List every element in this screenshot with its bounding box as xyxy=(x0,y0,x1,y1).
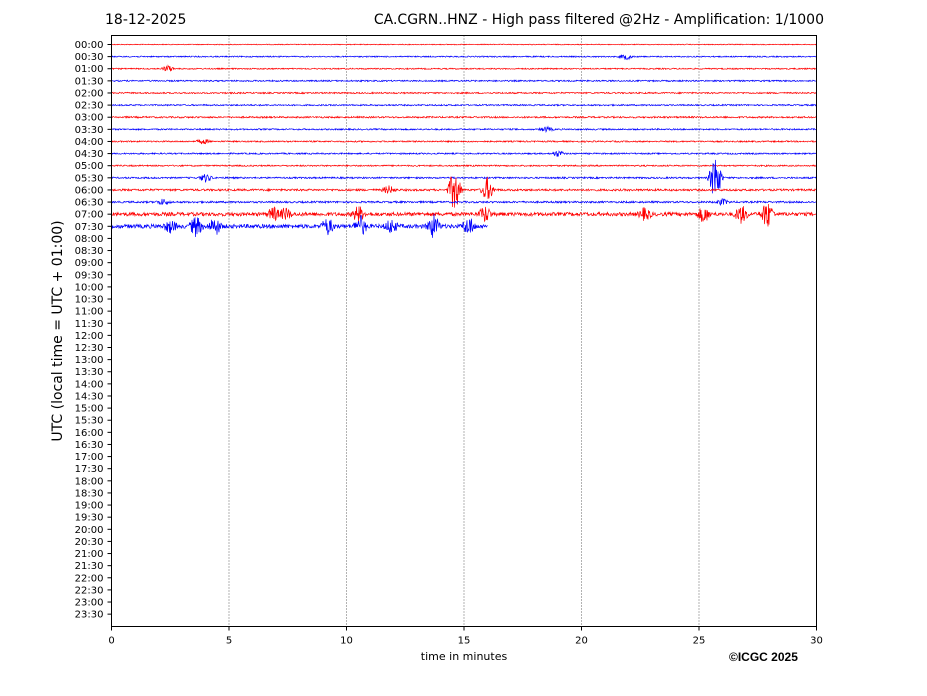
x-axis: 0 5 10 15 20 25 30 xyxy=(108,626,823,647)
trace-layer xyxy=(111,43,817,238)
y-tick-label: 00:30 xyxy=(75,52,104,63)
seismic-trace xyxy=(111,164,817,168)
seismic-trace xyxy=(111,204,817,227)
y-tick-label: 08:00 xyxy=(75,234,104,245)
grid-layer xyxy=(228,35,700,627)
y-tick-label: 17:30 xyxy=(75,464,104,475)
y-tick-label: 02:30 xyxy=(75,101,104,112)
y-tick-label: 04:30 xyxy=(75,149,104,160)
y-tick-label: 14:00 xyxy=(75,379,104,390)
y-tick-label: 14:30 xyxy=(75,391,104,402)
seismic-trace xyxy=(111,115,817,120)
y-axis-label: UTC (local time = UTC + 01:00) xyxy=(50,220,66,441)
x-tick-label: 10 xyxy=(340,636,353,647)
y-tick-label: 10:00 xyxy=(75,282,104,293)
y-tick-label: 11:00 xyxy=(75,307,104,318)
x-tick-label: 30 xyxy=(810,636,823,647)
y-tick-label: 06:30 xyxy=(75,198,104,209)
y-tick-label: 15:30 xyxy=(75,416,104,427)
x-tick-label: 25 xyxy=(693,636,706,647)
y-tick-label: 10:30 xyxy=(75,295,104,306)
y-tick-label: 09:00 xyxy=(75,258,104,269)
y-tick-label: 13:30 xyxy=(75,367,104,378)
y-tick-label: 11:30 xyxy=(75,319,104,330)
y-tick-label: 07:00 xyxy=(75,210,104,221)
seismic-trace xyxy=(111,125,817,134)
y-tick-label: 19:00 xyxy=(75,501,104,512)
y-tick-label: 06:00 xyxy=(75,185,104,196)
y-tick-label: 17:00 xyxy=(75,452,104,463)
y-tick-label: 12:30 xyxy=(75,343,104,354)
y-tick-label: 18:30 xyxy=(75,488,104,499)
seismic-trace xyxy=(111,159,817,194)
y-tick-label: 01:30 xyxy=(75,76,104,87)
y-tick-label: 05:30 xyxy=(75,173,104,184)
x-axis-label: time in minutes xyxy=(421,650,508,663)
y-tick-label: 00:00 xyxy=(75,40,104,51)
y-tick-label: 12:00 xyxy=(75,331,104,342)
seismic-trace xyxy=(111,103,817,107)
y-tick-label: 22:30 xyxy=(75,585,104,596)
y-tick-label: 13:00 xyxy=(75,355,104,366)
y-tick-label: 08:30 xyxy=(75,246,104,257)
y-tick-label: 19:30 xyxy=(75,513,104,524)
seismic-trace xyxy=(111,198,817,207)
y-tick-label: 01:00 xyxy=(75,64,104,75)
x-tick-label: 15 xyxy=(458,636,471,647)
copyright-notice: ©ICGC 2025 xyxy=(729,650,798,664)
y-tick-label: 22:00 xyxy=(75,573,104,584)
y-tick-label: 21:30 xyxy=(75,561,104,572)
seismic-trace xyxy=(111,43,817,46)
y-tick-label: 05:00 xyxy=(75,161,104,172)
seismic-trace xyxy=(111,150,817,157)
seismic-trace xyxy=(111,213,488,238)
y-tick-label: 04:00 xyxy=(75,137,104,148)
y-tick-label: 23:30 xyxy=(75,610,104,621)
y-tick-label: 15:00 xyxy=(75,404,104,415)
seismic-trace xyxy=(111,176,817,208)
x-tick-label: 20 xyxy=(575,636,588,647)
x-tick-label: 5 xyxy=(226,636,232,647)
seismic-trace xyxy=(111,64,817,72)
y-tick-label: 21:00 xyxy=(75,549,104,560)
chart-title: CA.CGRN..HNZ - High pass filtered @2Hz -… xyxy=(373,12,824,28)
y-tick-label: 16:00 xyxy=(75,428,104,439)
y-tick-label: 07:30 xyxy=(75,222,104,233)
y-tick-label: 09:30 xyxy=(75,270,104,281)
y-tick-label: 20:00 xyxy=(75,525,104,536)
y-tick-label: 20:30 xyxy=(75,537,104,548)
y-tick-label: 02:00 xyxy=(75,88,104,99)
seismic-trace xyxy=(111,54,817,61)
y-tick-label: 23:00 xyxy=(75,598,104,609)
seismic-trace xyxy=(111,138,817,145)
date-label: 18-12-2025 xyxy=(105,12,187,28)
y-tick-label: 16:30 xyxy=(75,440,104,451)
plot-frame xyxy=(111,35,817,627)
x-tick-label: 0 xyxy=(108,636,114,647)
seismic-trace xyxy=(111,91,817,95)
y-tick-label: 18:00 xyxy=(75,476,104,487)
y-tick-label: 03:30 xyxy=(75,125,104,136)
seismic-trace xyxy=(111,79,817,83)
y-tick-label: 03:00 xyxy=(75,113,104,124)
